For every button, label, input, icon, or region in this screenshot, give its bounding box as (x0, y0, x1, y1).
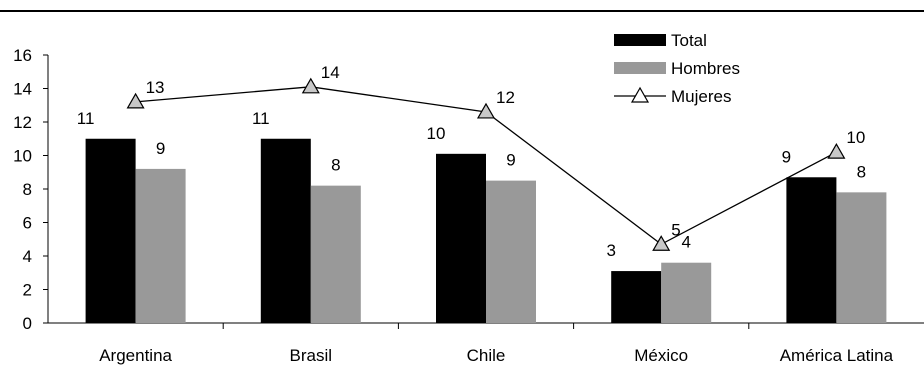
y-tick-label: 16 (13, 46, 32, 65)
legend-swatch-hombres (614, 62, 666, 74)
y-tick-label: 4 (23, 247, 32, 266)
y-tick-label: 12 (13, 113, 32, 132)
axes: 0 2 4 6 8 10 12 14 16 Argentina Brasil Chile México A… (13, 46, 924, 365)
data-label-total: 9 (782, 147, 791, 166)
top-rule (0, 10, 924, 12)
x-tick-label: Chile (467, 346, 506, 365)
data-label-mujeres: 12 (496, 88, 515, 107)
bar-hombres (661, 262, 712, 323)
y-tick-label: 10 (13, 147, 32, 166)
x-tick-label: América Latina (780, 346, 894, 365)
legend-label: Hombres (671, 59, 740, 78)
legend: Total Hombres Mujeres (614, 31, 740, 106)
mujeres-marker (126, 92, 145, 109)
bar-total (611, 271, 662, 323)
y-tick-label: 14 (13, 80, 32, 99)
data-label-mujeres: 14 (321, 63, 340, 82)
mujeres-marker (476, 102, 496, 119)
data-label-total: 10 (427, 124, 446, 143)
y-tick-label: 6 (23, 214, 32, 233)
legend-marker-mujeres (630, 86, 650, 103)
legend-label: Mujeres (671, 87, 731, 106)
data-label-mujeres: 13 (146, 78, 165, 97)
y-tick-label: 0 (23, 314, 32, 333)
x-tick-label: Brasil (290, 346, 333, 365)
data-label-total: 11 (252, 109, 270, 128)
bars (85, 138, 887, 323)
mujeres-marker (301, 77, 320, 94)
bar-hombres (486, 180, 536, 323)
x-tick-label: México (634, 346, 688, 365)
mujeres-marker (652, 235, 671, 251)
data-label-hombres: 9 (506, 151, 515, 170)
y-tick-label: 2 (23, 281, 32, 300)
legend-swatch-total (614, 34, 666, 46)
legend-label: Total (671, 31, 707, 50)
bar-total (436, 153, 486, 323)
data-label-hombres: 4 (681, 233, 690, 252)
bar-total (786, 177, 837, 323)
data-label-hombres: 8 (331, 156, 340, 175)
data-label-total: 3 (606, 241, 615, 260)
data-label-total: 11 (77, 109, 95, 128)
y-tick-label: 8 (23, 180, 32, 199)
data-label-mujeres: 5 (671, 220, 680, 239)
x-tick-label: Argentina (99, 346, 172, 365)
data-label-mujeres: 10 (846, 128, 865, 147)
bar-hombres (836, 192, 887, 323)
data-labels: 11 9 11 8 10 9 3 4 9 8 13 14 12 5 10 (77, 63, 866, 260)
mujeres-line (126, 77, 846, 251)
data-label-hombres: 8 (857, 162, 866, 181)
mujeres-marker (827, 142, 846, 159)
bar-hombres (310, 185, 361, 323)
bar-hombres (135, 168, 186, 323)
bar-total (85, 138, 136, 323)
bar-total (260, 138, 311, 323)
data-label-hombres: 9 (156, 139, 165, 158)
